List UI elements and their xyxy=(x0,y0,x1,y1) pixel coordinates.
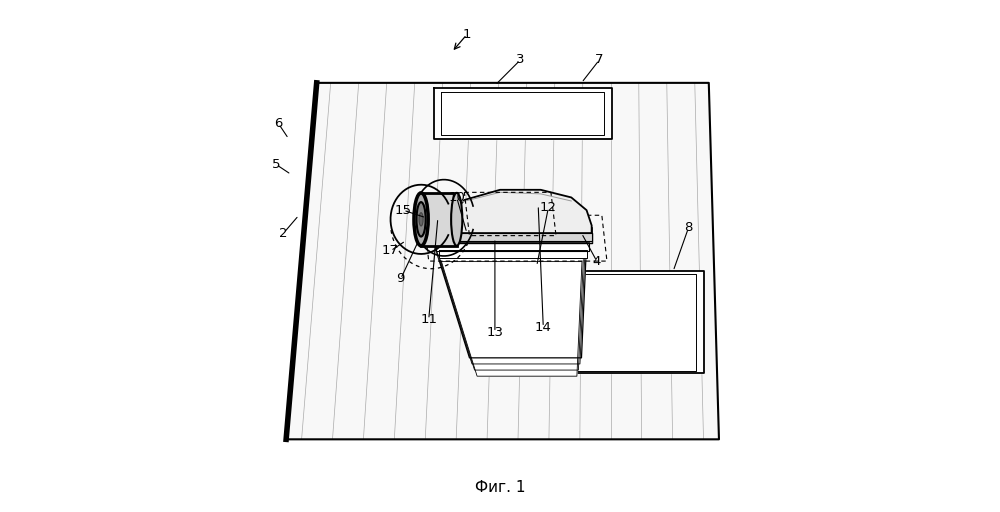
Text: 14: 14 xyxy=(535,321,552,334)
Polygon shape xyxy=(286,83,719,439)
Polygon shape xyxy=(421,193,457,246)
Ellipse shape xyxy=(416,202,426,237)
Polygon shape xyxy=(436,242,589,251)
Text: 4: 4 xyxy=(593,254,601,268)
Polygon shape xyxy=(444,233,592,241)
Polygon shape xyxy=(528,273,696,371)
Text: 9: 9 xyxy=(397,272,405,285)
Polygon shape xyxy=(439,250,587,258)
Text: 13: 13 xyxy=(486,326,503,339)
Text: 6: 6 xyxy=(274,117,283,130)
Polygon shape xyxy=(520,271,704,373)
Polygon shape xyxy=(439,255,584,370)
Text: 12: 12 xyxy=(540,201,557,214)
Text: 15: 15 xyxy=(395,204,412,217)
Text: 10: 10 xyxy=(448,191,465,204)
Polygon shape xyxy=(434,243,587,358)
Polygon shape xyxy=(441,262,582,376)
Text: 7: 7 xyxy=(595,53,604,67)
Ellipse shape xyxy=(451,193,462,246)
Text: 2: 2 xyxy=(279,227,288,240)
Polygon shape xyxy=(441,92,604,135)
Text: 5: 5 xyxy=(272,158,280,171)
Text: Фиг. 1: Фиг. 1 xyxy=(475,480,525,495)
Text: 17: 17 xyxy=(382,244,399,258)
Text: 8: 8 xyxy=(684,222,693,234)
Text: 3: 3 xyxy=(516,53,525,67)
Polygon shape xyxy=(434,233,592,243)
Polygon shape xyxy=(436,249,585,364)
Ellipse shape xyxy=(419,212,423,226)
Text: 11: 11 xyxy=(420,313,437,326)
Text: 1: 1 xyxy=(463,28,471,41)
Ellipse shape xyxy=(414,193,428,246)
Polygon shape xyxy=(434,88,612,139)
Polygon shape xyxy=(444,190,592,233)
